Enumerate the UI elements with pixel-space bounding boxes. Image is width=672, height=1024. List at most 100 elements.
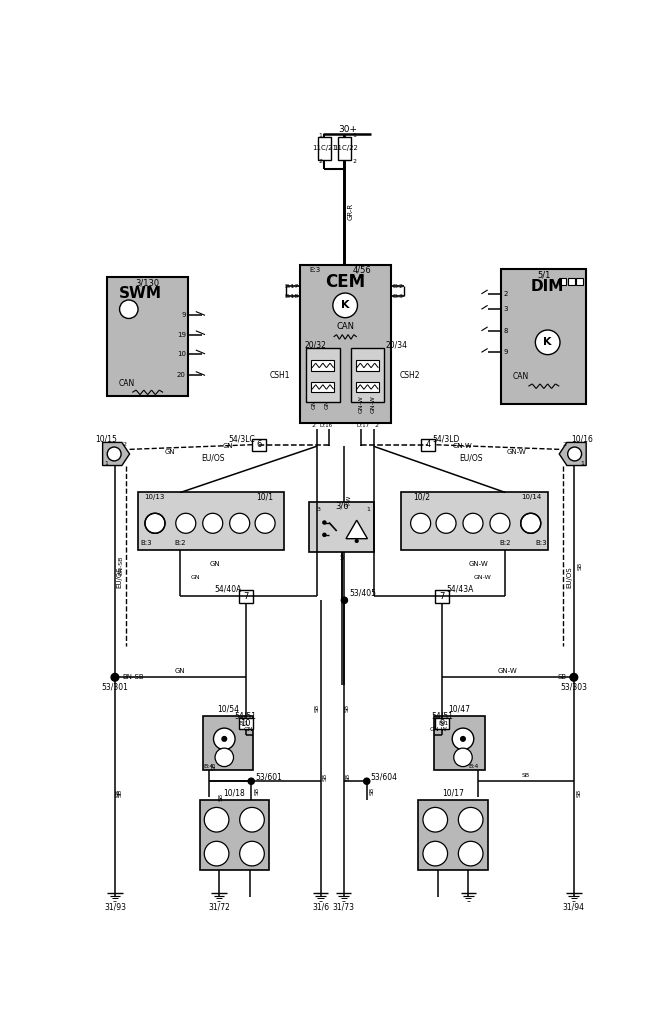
Text: 53/303: 53/303	[560, 682, 587, 691]
Text: GN: GN	[175, 668, 185, 674]
Text: GN: GN	[312, 399, 317, 409]
Text: 7: 7	[243, 592, 249, 601]
Text: D:16: D:16	[319, 423, 333, 428]
Text: GR-R: GR-R	[347, 203, 353, 220]
Circle shape	[341, 597, 347, 603]
Text: 2: 2	[122, 442, 126, 447]
Text: GN: GN	[165, 449, 175, 455]
Text: SB: SB	[370, 787, 375, 796]
Text: K: K	[544, 337, 552, 347]
Text: 54/40A: 54/40A	[214, 585, 242, 594]
Text: BN-SB: BN-SB	[119, 556, 124, 575]
Text: 3: 3	[504, 306, 508, 312]
Text: 31/6: 31/6	[312, 902, 329, 911]
Polygon shape	[103, 442, 130, 466]
Bar	[311, 382, 335, 392]
Text: 10/17: 10/17	[442, 788, 464, 798]
Circle shape	[255, 513, 275, 534]
Text: 20/32: 20/32	[304, 340, 326, 349]
Text: 8: 8	[504, 328, 508, 334]
Text: 10/16: 10/16	[571, 434, 593, 443]
Text: 31/72: 31/72	[208, 902, 230, 911]
Circle shape	[458, 842, 483, 866]
Text: 10: 10	[241, 719, 251, 728]
Text: CAN: CAN	[118, 379, 134, 388]
Circle shape	[355, 540, 358, 543]
Circle shape	[240, 807, 264, 833]
Circle shape	[120, 300, 138, 318]
Polygon shape	[346, 520, 368, 539]
Text: K: K	[341, 300, 349, 310]
Text: 53/301: 53/301	[101, 682, 128, 691]
Text: GN-W: GN-W	[429, 727, 447, 732]
Bar	[306, 348, 340, 402]
Text: 10/54: 10/54	[217, 705, 239, 714]
Text: SB: SB	[346, 773, 351, 781]
Circle shape	[452, 728, 474, 750]
Text: 11C/21: 11C/21	[312, 145, 337, 152]
Text: 1: 1	[367, 507, 370, 512]
Text: 53/405: 53/405	[349, 588, 376, 597]
Text: 10/2: 10/2	[413, 493, 430, 502]
Bar	[300, 265, 390, 423]
Text: 2: 2	[504, 291, 508, 297]
Text: GN-W: GN-W	[473, 574, 491, 580]
Text: 10/1: 10/1	[256, 493, 273, 502]
Text: GN: GN	[223, 443, 233, 450]
Text: B:3: B:3	[140, 540, 152, 546]
Text: 19: 19	[177, 332, 185, 338]
Text: BN-SB: BN-SB	[123, 674, 144, 680]
Text: 2: 2	[312, 423, 316, 428]
Bar	[435, 590, 449, 602]
Circle shape	[570, 674, 578, 681]
Text: SB: SB	[344, 705, 349, 712]
Text: 9: 9	[439, 719, 445, 728]
Circle shape	[536, 330, 560, 354]
Bar	[356, 360, 379, 371]
Text: SB: SB	[218, 793, 224, 801]
Text: 10/13: 10/13	[144, 495, 165, 500]
Text: B:2: B:2	[499, 540, 511, 546]
Text: 3: 3	[317, 507, 321, 512]
Text: SB: SB	[323, 773, 328, 781]
Circle shape	[204, 842, 229, 866]
Text: GN-W: GN-W	[498, 668, 517, 674]
Circle shape	[204, 807, 229, 833]
Text: 1: 1	[319, 133, 322, 137]
Text: B:2: B:2	[175, 540, 186, 546]
Text: CSH1: CSH1	[270, 371, 290, 380]
Bar	[200, 801, 269, 869]
Text: SB: SB	[522, 773, 530, 778]
Bar	[559, 279, 566, 285]
Circle shape	[323, 521, 326, 524]
Text: Y-W: Y-W	[347, 495, 353, 506]
Text: 1: 1	[352, 133, 356, 137]
Circle shape	[423, 842, 448, 866]
Bar	[401, 493, 548, 550]
Text: CAN: CAN	[513, 373, 529, 382]
Text: 20: 20	[177, 373, 185, 379]
Text: SB: SB	[578, 561, 583, 569]
Text: 10/15: 10/15	[95, 434, 118, 443]
Circle shape	[436, 513, 456, 534]
Text: B:18: B:18	[284, 294, 298, 299]
Circle shape	[364, 778, 370, 784]
Text: SB: SB	[315, 705, 320, 712]
Bar	[319, 137, 331, 160]
Text: 1: 1	[105, 461, 108, 466]
Text: 31/94: 31/94	[563, 902, 585, 911]
Text: GN-W: GN-W	[507, 449, 527, 455]
Polygon shape	[559, 442, 586, 466]
Bar	[576, 279, 583, 285]
Circle shape	[176, 513, 196, 534]
Text: SB: SB	[212, 762, 217, 770]
Text: GN: GN	[324, 399, 329, 409]
Circle shape	[454, 749, 472, 767]
Bar	[309, 502, 374, 552]
Circle shape	[214, 728, 235, 750]
Bar	[421, 438, 435, 451]
Text: 1: 1	[581, 461, 584, 466]
Text: 54/51: 54/51	[235, 712, 257, 720]
Text: 20/34: 20/34	[386, 340, 408, 349]
Text: 6: 6	[256, 440, 261, 450]
